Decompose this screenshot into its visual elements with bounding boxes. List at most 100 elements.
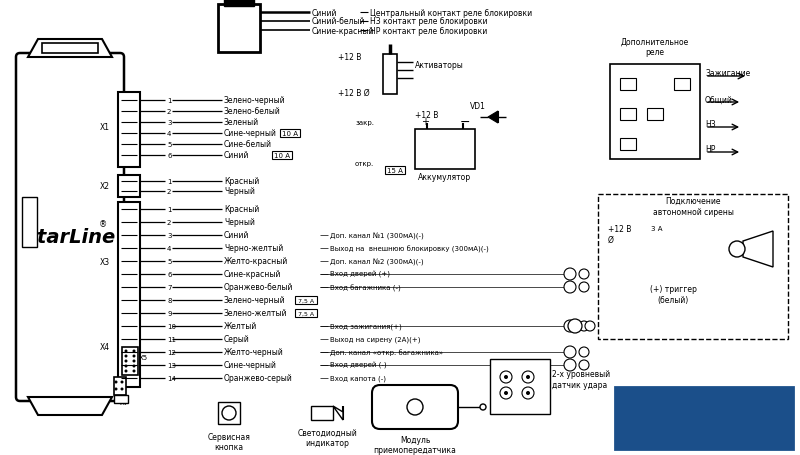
- Circle shape: [579, 269, 589, 279]
- Bar: [598, 195, 788, 339]
- Text: закр.: закр.: [355, 120, 374, 126]
- Bar: [218, 5, 260, 53]
- Text: 11: 11: [167, 336, 176, 342]
- Text: 1: 1: [167, 98, 171, 104]
- Polygon shape: [28, 397, 112, 415]
- Text: 2: 2: [167, 188, 171, 195]
- Circle shape: [579, 360, 589, 370]
- Bar: [490, 359, 550, 414]
- Text: Вход дверей (+): Вход дверей (+): [330, 271, 390, 278]
- Circle shape: [125, 350, 127, 353]
- Circle shape: [121, 381, 123, 384]
- Text: Зажигание: Зажигание: [705, 68, 750, 77]
- Circle shape: [114, 388, 118, 391]
- FancyBboxPatch shape: [372, 385, 458, 429]
- Circle shape: [522, 371, 534, 383]
- Text: 85: 85: [623, 142, 633, 148]
- Text: 1: 1: [167, 207, 171, 212]
- Text: 86: 86: [623, 82, 633, 88]
- Bar: [647, 109, 663, 121]
- Text: Оранжево-белый: Оранжево-белый: [224, 283, 294, 292]
- Bar: [615, 387, 793, 449]
- Text: 10 А: 10 А: [274, 153, 290, 159]
- Text: НЗ: НЗ: [705, 120, 716, 129]
- Text: Сине-белый: Сине-белый: [224, 140, 272, 149]
- Circle shape: [222, 406, 236, 420]
- Text: Доп. канал №2 (300мА)(-): Доп. канал №2 (300мА)(-): [330, 258, 424, 265]
- Circle shape: [125, 355, 127, 358]
- Bar: [118, 202, 140, 387]
- Text: Синий: Синий: [224, 151, 250, 160]
- Polygon shape: [488, 112, 498, 124]
- Text: 7: 7: [167, 284, 171, 290]
- Text: Красный: Красный: [224, 205, 259, 214]
- Text: Синий: Синий: [224, 231, 250, 240]
- Text: 5: 5: [167, 142, 171, 148]
- Text: 3: 3: [167, 120, 171, 126]
- Bar: [610, 65, 700, 160]
- Circle shape: [121, 388, 123, 391]
- Text: Вход багажника (-): Вход багажника (-): [330, 284, 401, 291]
- Circle shape: [579, 283, 589, 293]
- Text: Зеленый: Зеленый: [224, 118, 259, 127]
- Circle shape: [579, 347, 589, 357]
- Text: Желто-красный: Желто-красный: [224, 257, 288, 266]
- Circle shape: [125, 365, 127, 368]
- Circle shape: [585, 321, 595, 331]
- Text: Активаторы: Активаторы: [415, 61, 464, 69]
- Bar: [218, 402, 240, 424]
- Text: X6: X6: [115, 379, 124, 385]
- Text: (+) триггер
(белый): (+) триггер (белый): [650, 285, 697, 304]
- Circle shape: [407, 399, 423, 415]
- Bar: [646, 224, 668, 233]
- Bar: [280, 130, 300, 138]
- Text: Доп. канал №1 (300мА)(-): Доп. канал №1 (300мА)(-): [330, 232, 424, 239]
- Bar: [122, 347, 138, 375]
- Circle shape: [133, 369, 135, 373]
- Text: Желтый: Желтый: [224, 322, 258, 331]
- Text: 4: 4: [167, 131, 171, 136]
- Circle shape: [133, 355, 135, 358]
- Circle shape: [500, 371, 512, 383]
- Text: 2: 2: [167, 219, 171, 226]
- Circle shape: [133, 350, 135, 353]
- Text: ®: ®: [752, 400, 762, 410]
- Circle shape: [564, 359, 576, 371]
- Text: X4: X4: [100, 343, 110, 352]
- Text: 9: 9: [167, 310, 171, 316]
- Text: X7: X7: [120, 399, 130, 405]
- Text: откр.: откр.: [355, 161, 374, 167]
- Bar: [674, 79, 690, 91]
- Text: Зелено-желтый: Зелено-желтый: [224, 309, 287, 318]
- Text: Зелено-черный: Зелено-черный: [224, 96, 286, 105]
- Text: 13: 13: [167, 362, 176, 368]
- Text: Дополнительное
реле: Дополнительное реле: [621, 37, 689, 56]
- Bar: [385, 167, 405, 175]
- Text: −: −: [460, 115, 470, 128]
- Circle shape: [133, 365, 135, 368]
- Text: StarLine: StarLine: [620, 399, 778, 431]
- Circle shape: [564, 268, 576, 280]
- Circle shape: [564, 346, 576, 358]
- Text: Общий: Общий: [705, 95, 733, 104]
- Text: Вход капота (-): Вход капота (-): [330, 375, 386, 381]
- Text: 14: 14: [167, 375, 176, 381]
- Circle shape: [568, 319, 582, 333]
- Text: 10: 10: [167, 324, 176, 329]
- Text: 6: 6: [167, 153, 171, 159]
- Text: Удобно. Надежно. Выгодно.: Удобно. Надежно. Выгодно.: [627, 432, 781, 442]
- Text: 4: 4: [167, 245, 171, 252]
- Text: X2: X2: [100, 182, 110, 191]
- FancyBboxPatch shape: [16, 54, 124, 401]
- Bar: [620, 109, 636, 121]
- Text: Сине-черный: Сине-черный: [224, 129, 277, 138]
- Text: Сервисная
кнопка: Сервисная кнопка: [207, 432, 250, 451]
- Circle shape: [125, 369, 127, 373]
- Bar: [620, 79, 636, 91]
- Text: Ø: Ø: [608, 235, 614, 244]
- Text: Зелено-черный: Зелено-черный: [224, 296, 286, 305]
- Text: Красный: Красный: [224, 177, 259, 186]
- Text: Черно-желтый: Черно-желтый: [224, 244, 283, 253]
- Text: Сине-красный: Сине-красный: [224, 270, 282, 279]
- Circle shape: [133, 360, 135, 363]
